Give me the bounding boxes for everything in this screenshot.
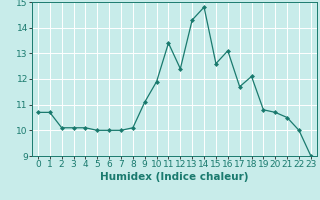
X-axis label: Humidex (Indice chaleur): Humidex (Indice chaleur) <box>100 172 249 182</box>
